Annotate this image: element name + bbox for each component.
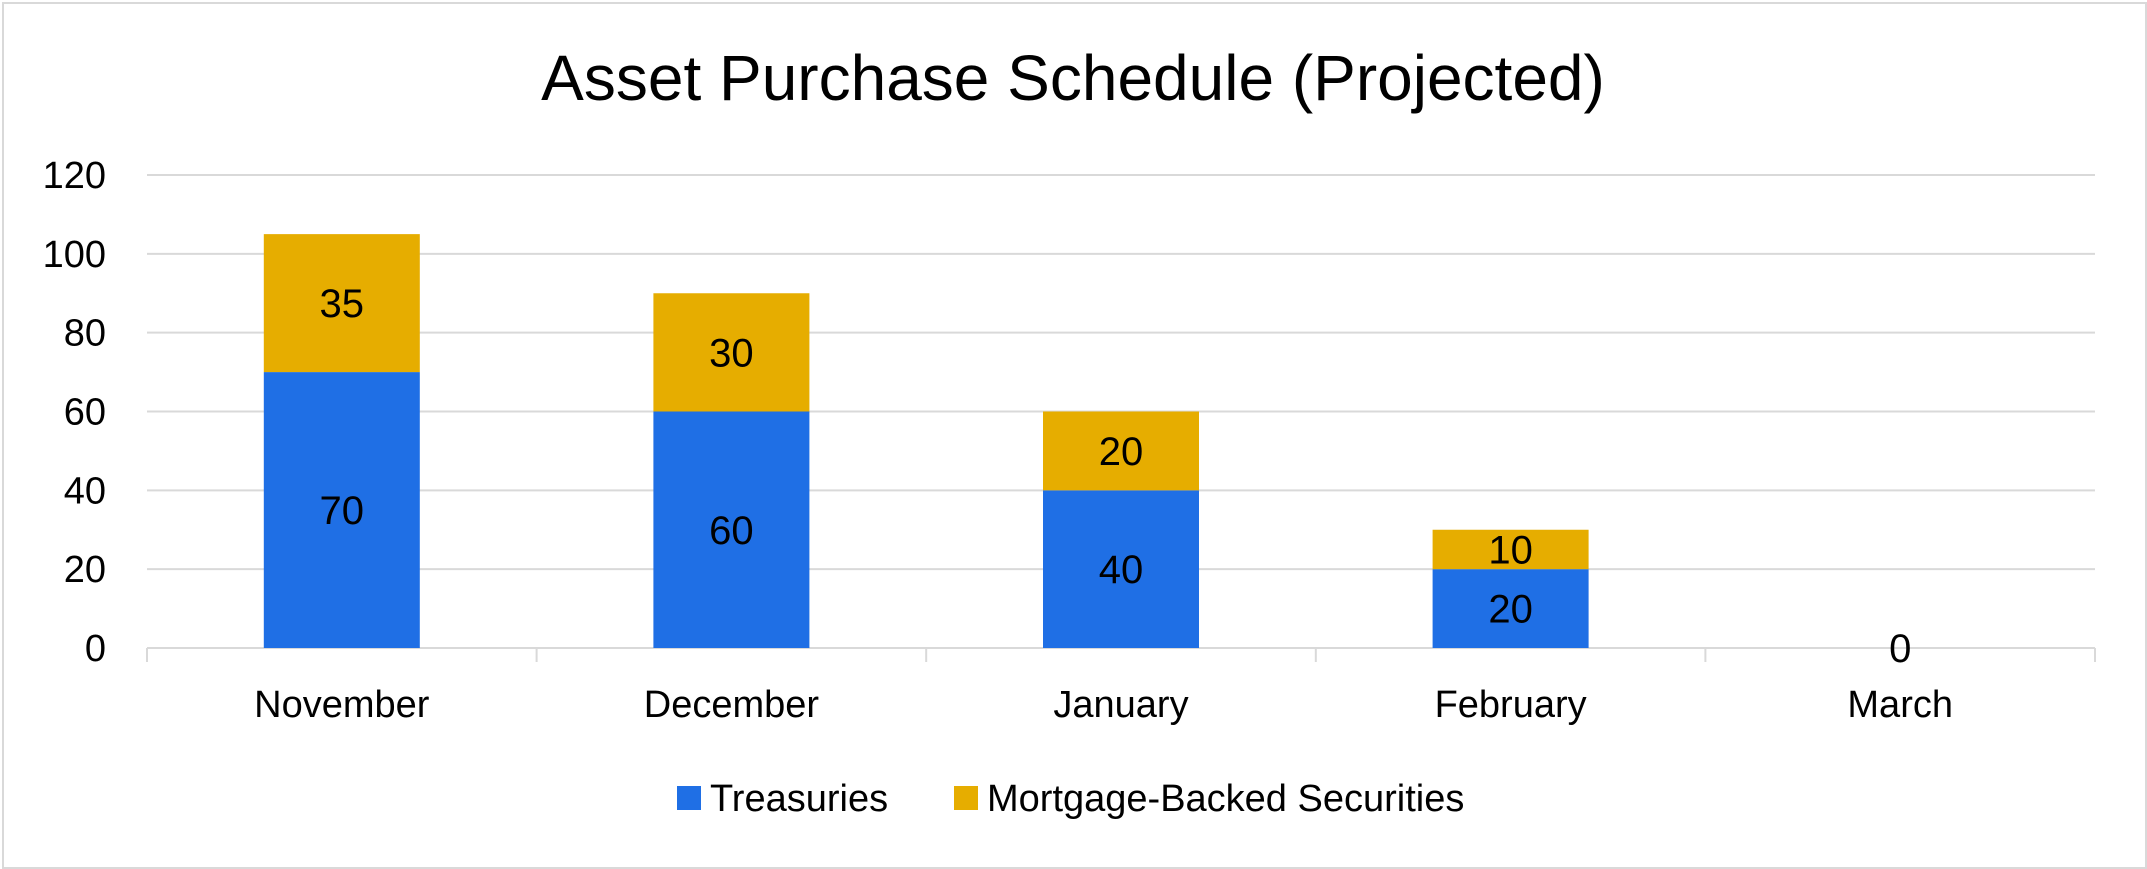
chart-title: Asset Purchase Schedule (Projected): [541, 42, 1605, 114]
bar-segment: [1043, 490, 1199, 648]
x-category-label: November: [254, 684, 430, 726]
bar-segment: [653, 293, 810, 412]
y-tick-label: 60: [64, 392, 106, 434]
legend-swatch-mbs: [954, 786, 978, 810]
x-axis: November December January February March: [146, 647, 2096, 726]
data-label: 30: [709, 331, 754, 375]
gridlines: [147, 174, 2095, 571]
legend-swatch-treasuries: [677, 786, 701, 810]
data-label: 70: [320, 489, 365, 533]
x-category-label: January: [1053, 684, 1188, 726]
data-label: 0: [1889, 627, 1911, 671]
bar-segment: [1043, 411, 1199, 491]
data-label: 10: [1488, 528, 1533, 572]
legend-label-treasuries: Treasuries: [710, 778, 888, 820]
data-label: 40: [1099, 548, 1144, 592]
y-tick-label: 20: [64, 549, 106, 591]
data-label: 20: [1099, 430, 1144, 474]
y-tick-label: 100: [43, 234, 106, 276]
y-tick-label: 120: [43, 155, 106, 197]
y-tick-label: 0: [85, 628, 106, 670]
bar-segment: [653, 411, 810, 648]
y-axis-ticks: 0 20 40 60 80 100 120: [43, 155, 106, 670]
bar-segment: [1432, 529, 1589, 570]
legend: Treasuries Mortgage-Backed Securities: [677, 778, 1464, 820]
x-category-label: December: [644, 684, 820, 726]
x-category-label: February: [1435, 684, 1587, 726]
bar-segment: [1432, 569, 1589, 648]
bar-segment: [263, 372, 420, 648]
data-label: 60: [709, 509, 754, 553]
y-tick-label: 40: [64, 470, 106, 512]
data-label: 35: [320, 282, 365, 326]
bar-segment: [263, 234, 420, 373]
x-category-label: March: [1847, 684, 1953, 726]
data-labels: 70 35 60 30 40 20 20 10 0: [320, 282, 1912, 671]
bars: [263, 234, 1589, 648]
y-tick-label: 80: [64, 313, 106, 355]
legend-label-mbs: Mortgage-Backed Securities: [987, 778, 1464, 820]
data-label: 20: [1488, 588, 1533, 632]
